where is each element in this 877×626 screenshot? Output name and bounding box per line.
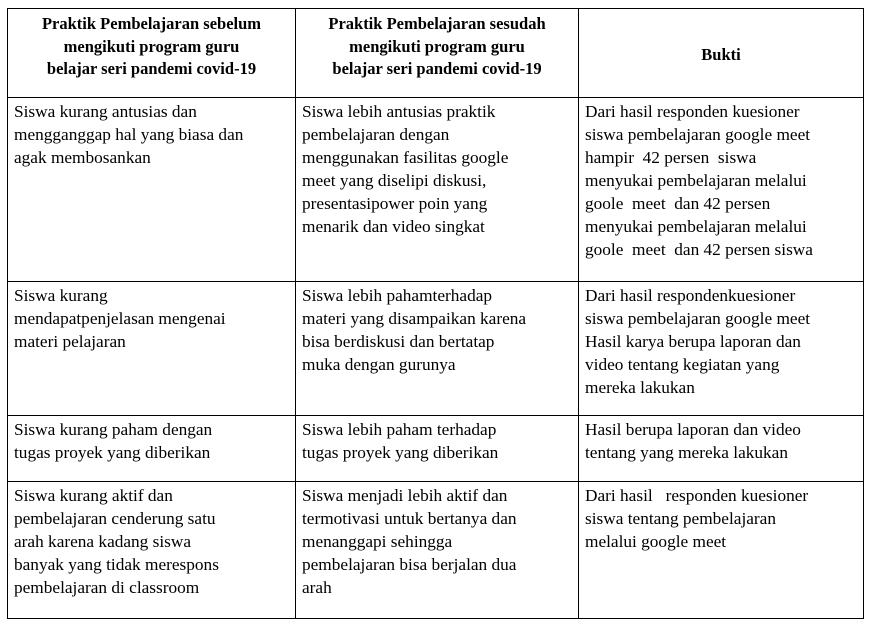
- header-evidence: Bukti: [578, 8, 864, 98]
- cell-before: Siswa kurang paham dengan tugas proyek y…: [7, 415, 296, 482]
- cell-before: Siswa kurang antusias dan mengganggap ha…: [7, 97, 296, 282]
- cell-evidence: Dari hasil responden kuesioner siswa ten…: [578, 481, 864, 619]
- cell-after: Siswa menjadi lebih aktif dan termotivas…: [295, 481, 579, 619]
- table-row: Siswa kurang mendapatpenjelasan mengenai…: [7, 281, 864, 416]
- cell-after: Siswa lebih antusias praktik pembelajara…: [295, 97, 579, 282]
- cell-evidence: Dari hasil responden kuesioner siswa pem…: [578, 97, 864, 282]
- cell-evidence: Dari hasil respondenkuesioner siswa pemb…: [578, 281, 864, 416]
- table-row: Siswa kurang antusias dan mengganggap ha…: [7, 97, 864, 282]
- header-row: Praktik Pembelajaran sebelum mengikuti p…: [7, 8, 864, 98]
- cell-before: Siswa kurang aktif dan pembelajaran cend…: [7, 481, 296, 619]
- table-row: Siswa kurang paham dengan tugas proyek y…: [7, 415, 864, 482]
- cell-after: Siswa lebih pahamterhadap materi yang di…: [295, 281, 579, 416]
- cell-before: Siswa kurang mendapatpenjelasan mengenai…: [7, 281, 296, 416]
- cell-after: Siswa lebih paham terhadap tugas proyek …: [295, 415, 579, 482]
- header-before: Praktik Pembelajaran sebelum mengikuti p…: [7, 8, 296, 98]
- cell-evidence: Hasil berupa laporan dan video tentang y…: [578, 415, 864, 482]
- table-row: Siswa kurang aktif dan pembelajaran cend…: [7, 481, 864, 619]
- header-after: Praktik Pembelajaran sesudah mengikuti p…: [295, 8, 579, 98]
- comparison-table: Praktik Pembelajaran sebelum mengikuti p…: [7, 8, 864, 619]
